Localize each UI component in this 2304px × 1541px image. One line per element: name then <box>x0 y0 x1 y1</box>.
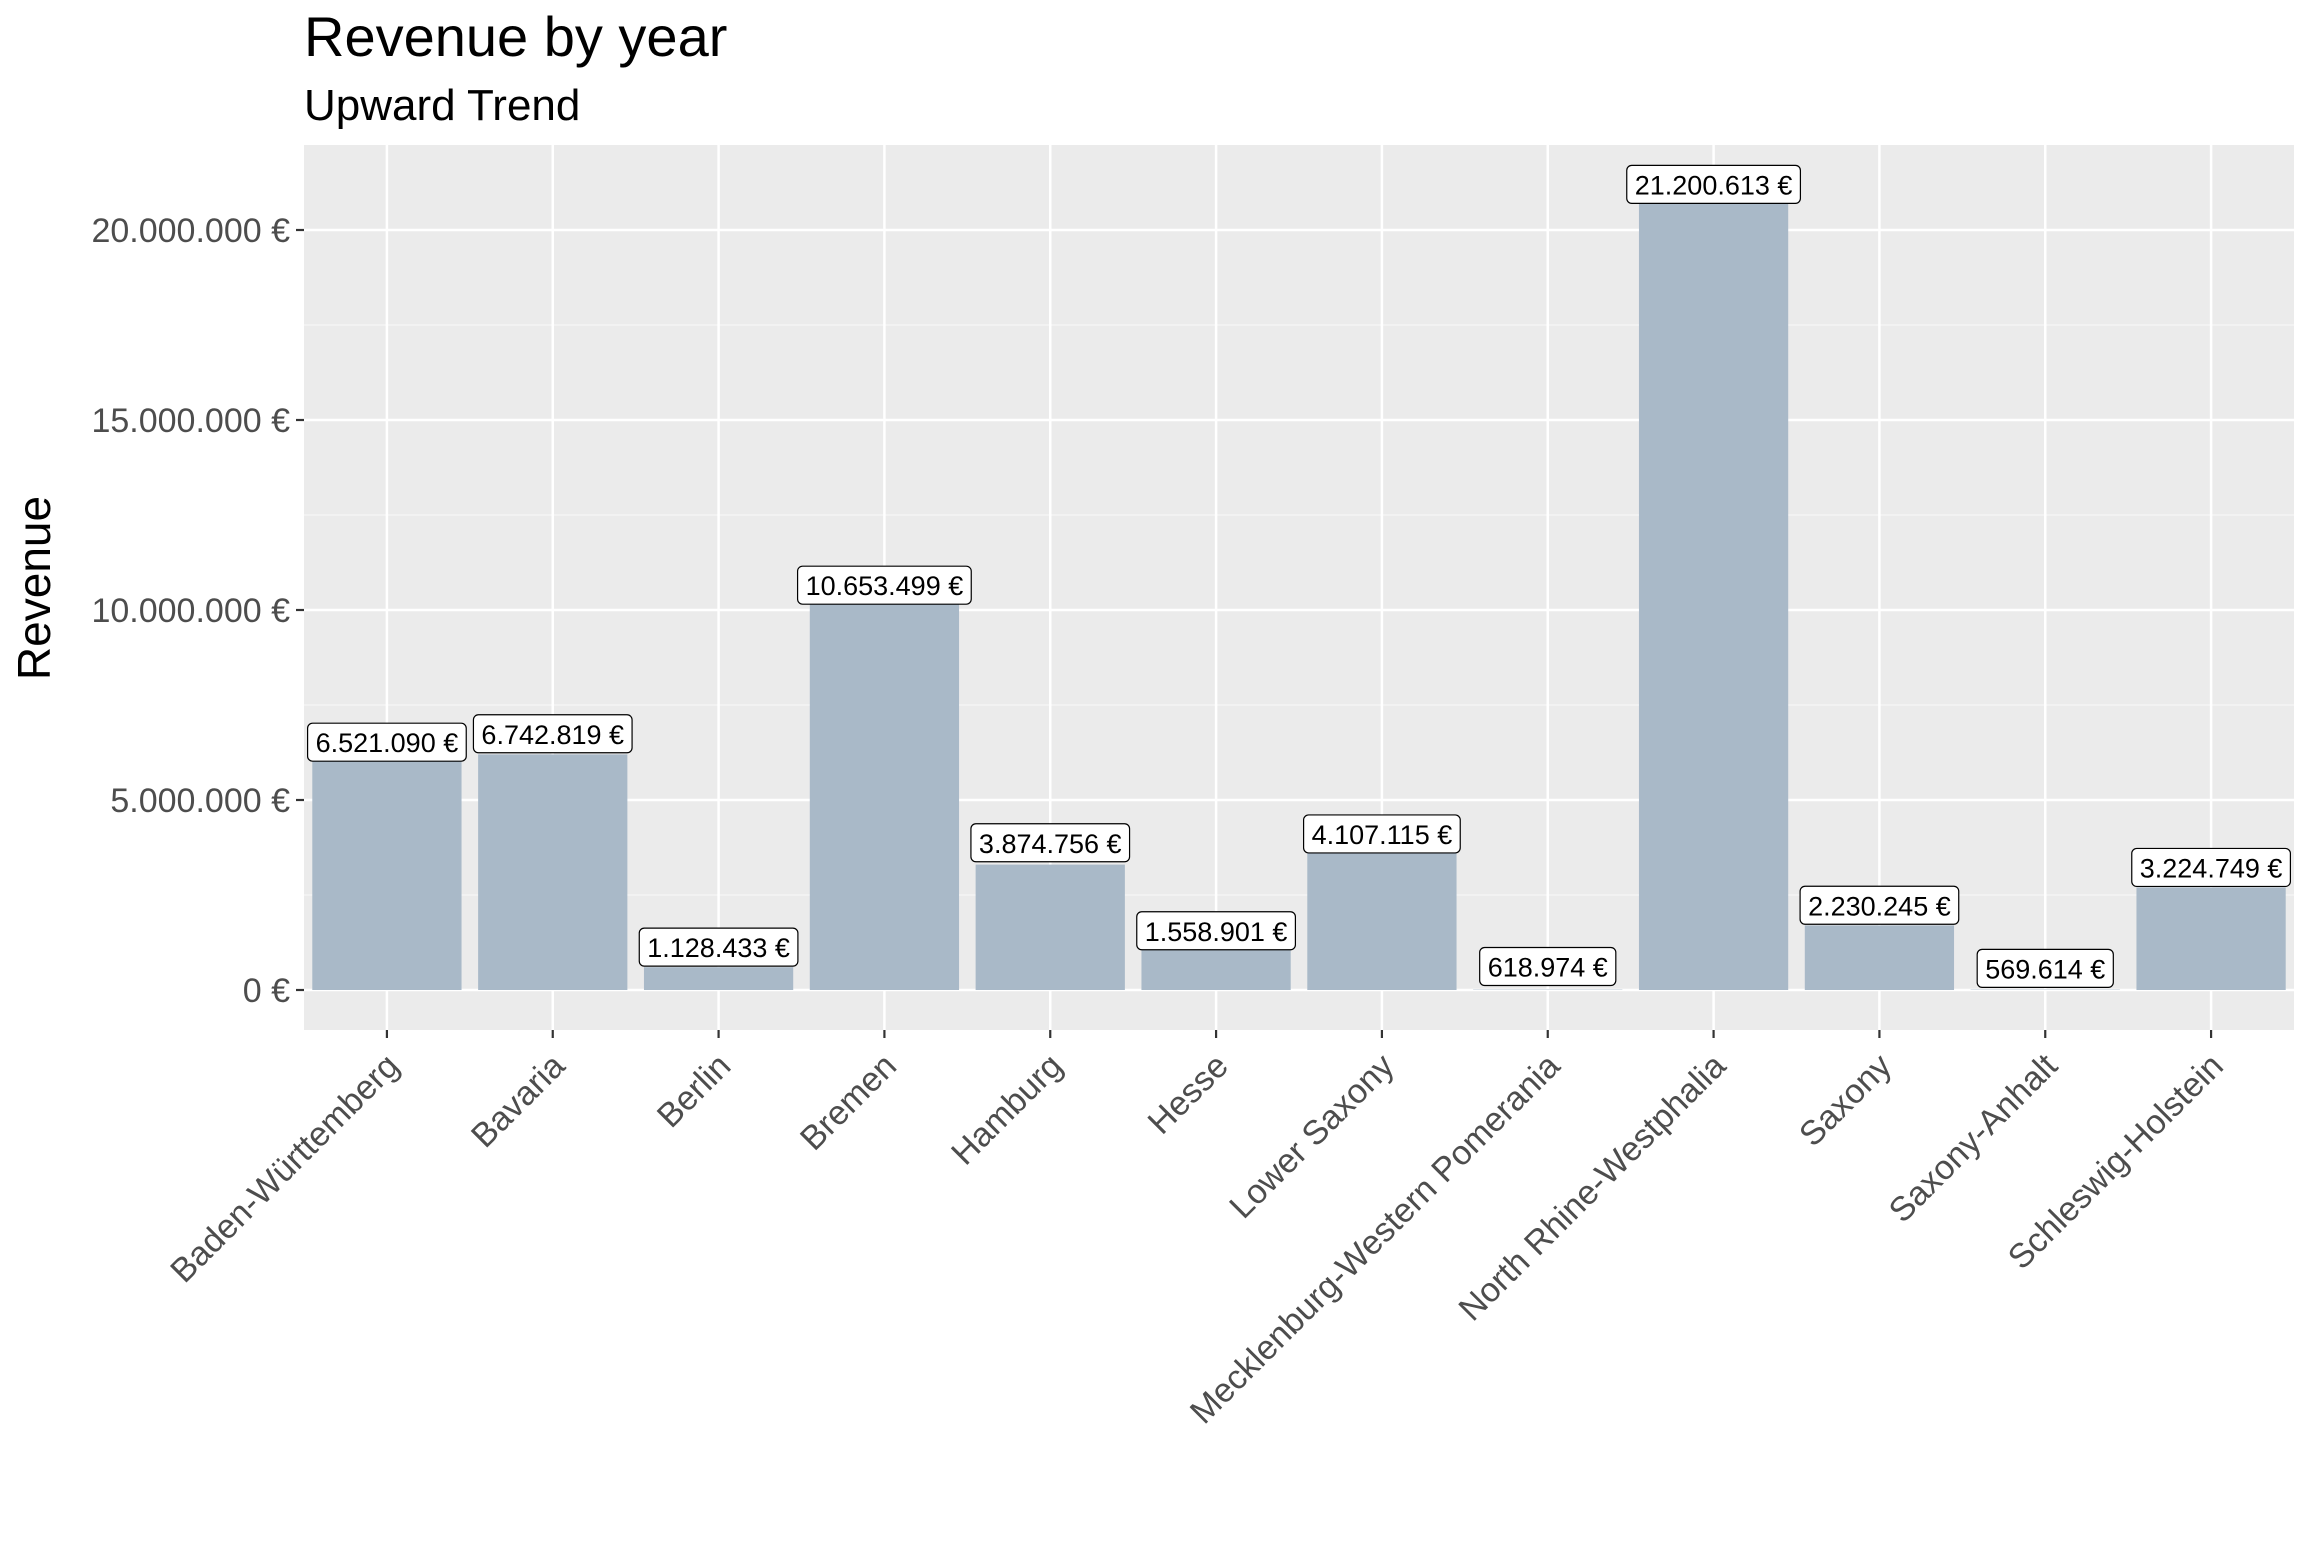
bar <box>976 865 1125 990</box>
y-axis: 0 € 5.000.000 € 10.000.000 € 15.000.000 € 20… <box>91 212 304 1010</box>
x-tick-label: Bremen <box>793 1047 904 1158</box>
x-tick-label: Saxony-Anhalt <box>1882 1046 2066 1230</box>
data-label-text: 1.558.901 € <box>1145 917 1288 947</box>
bar <box>1639 203 1788 990</box>
data-label: 569.614 € <box>1977 949 2113 987</box>
bar <box>644 967 793 990</box>
x-tick-label: Mecklenburg-Western Pomerania <box>1183 1047 1568 1432</box>
y-tick-label: 15.000.000 € <box>91 402 290 440</box>
data-label: 6.521.090 € <box>308 723 467 761</box>
data-label-text: 21.200.613 € <box>1635 170 1793 200</box>
data-label-text: 6.742.819 € <box>481 720 624 750</box>
data-label-text: 3.874.756 € <box>979 829 1122 859</box>
data-label-text: 4.107.115 € <box>1312 820 1453 850</box>
x-tick-label: Baden-Württemberg <box>163 1047 406 1290</box>
data-label: 10.653.499 € <box>798 566 972 604</box>
x-axis: Baden-Württemberg Bavaria Berlin Bremen Hamb… <box>163 1030 2231 1431</box>
x-tick-label: Hamburg <box>944 1047 1070 1173</box>
data-label: 1.128.433 € <box>639 928 798 966</box>
y-tick-label: 10.000.000 € <box>91 592 290 630</box>
data-label: 6.742.819 € <box>473 715 632 753</box>
bar <box>312 758 461 990</box>
y-tick-label: 0 € <box>243 972 290 1010</box>
data-label-text: 10.653.499 € <box>806 571 964 601</box>
data-label: 618.974 € <box>1480 947 1616 985</box>
x-tick-label: Bavaria <box>464 1047 572 1155</box>
data-label: 21.200.613 € <box>1627 165 1801 203</box>
x-tick-label: Lower Saxony <box>1222 1047 1401 1226</box>
chart-title: Revenue by year <box>304 5 727 68</box>
data-label-text: 2.230.245 € <box>1808 891 1951 921</box>
data-label-text: 618.974 € <box>1488 952 1608 982</box>
data-label: 3.874.756 € <box>971 824 1130 862</box>
x-tick-label: Hesse <box>1141 1047 1236 1142</box>
data-label: 4.107.115 € <box>1304 815 1461 853</box>
y-tick-label: 5.000.000 € <box>110 782 290 820</box>
x-tick-label: Saxony <box>1792 1047 1899 1154</box>
data-label-text: 6.521.090 € <box>316 728 459 758</box>
chart-subtitle: Upward Trend <box>304 81 580 130</box>
x-tick-label: North Rhine-Westphalia <box>1452 1047 1734 1329</box>
data-label-text: 1.128.433 € <box>647 933 790 963</box>
data-label-text: 3.224.749 € <box>2140 853 2283 883</box>
bar <box>2136 887 2285 990</box>
bar <box>1805 925 1954 990</box>
y-axis-title: Revenue <box>8 496 60 680</box>
bar <box>1141 948 1290 990</box>
x-tick-label: Berlin <box>650 1047 738 1135</box>
y-tick-label: 20.000.000 € <box>91 212 290 250</box>
bar <box>810 602 959 990</box>
data-label: 1.558.901 € <box>1137 912 1296 950</box>
data-label: 2.230.245 € <box>1800 886 1959 924</box>
data-label-text: 569.614 € <box>1985 954 2105 984</box>
data-label: 3.224.749 € <box>2132 848 2291 886</box>
bar <box>1307 853 1456 990</box>
bar <box>478 754 627 990</box>
